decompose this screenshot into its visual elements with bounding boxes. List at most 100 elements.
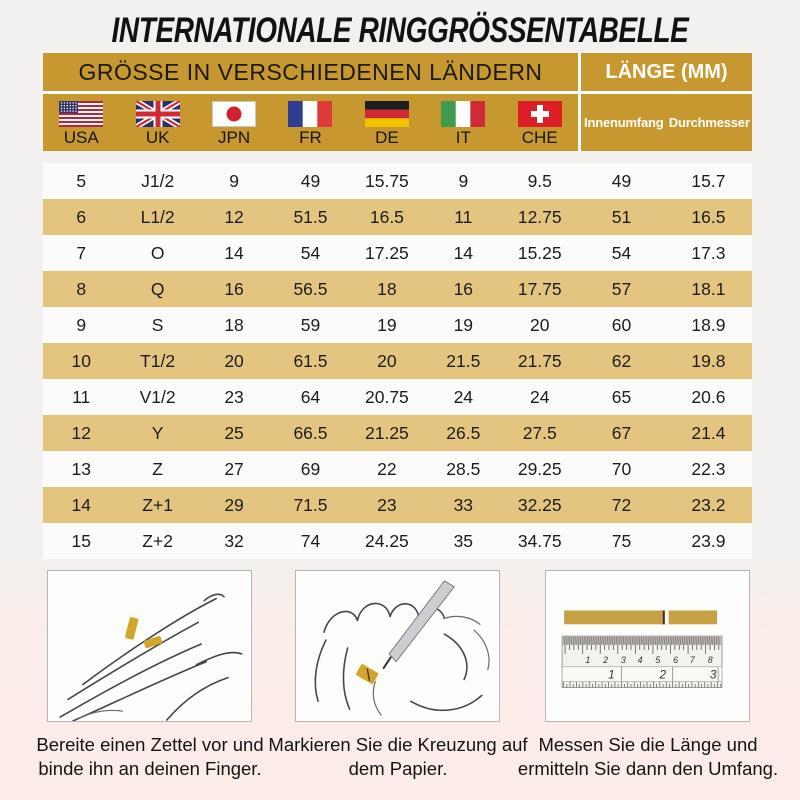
- svg-text:5: 5: [655, 655, 660, 665]
- table-cell: 27: [224, 458, 244, 479]
- table-cell: 24: [530, 386, 550, 407]
- country-column-che: CHE: [502, 94, 578, 151]
- table-header-left: GRÖSSE IN VERSCHIEDENEN LÄNDERN: [43, 53, 578, 91]
- table-cell: 7: [76, 242, 87, 263]
- innenumfang-column-label: Innenumfang: [584, 115, 664, 130]
- table-cell: 62: [611, 350, 632, 371]
- table-cell: 11: [72, 386, 91, 407]
- table-cell: 19: [377, 314, 397, 335]
- table-cell: 57: [611, 278, 632, 299]
- table-cell: 13: [71, 458, 91, 479]
- country-label: JPN: [217, 127, 251, 147]
- table-cell: 72: [611, 494, 632, 515]
- table-cell: 33: [453, 494, 474, 515]
- table-cell: 20: [530, 314, 550, 335]
- usa-flag-icon: [59, 100, 104, 127]
- table-row: 12 Y 25 66.5 21.25 26.5 27.5 67 21.4: [43, 415, 752, 451]
- table-cell: J1/2: [141, 170, 175, 191]
- table-row: 15 Z+2 32 74 24.25 35 34.75 75 23.9: [43, 523, 752, 559]
- table-cell: Z+2: [142, 530, 173, 551]
- table-header-row: GRÖSSE IN VERSCHIEDENEN LÄNDERN LÄNGE (M…: [43, 53, 752, 94]
- table-cell: 75: [611, 530, 632, 551]
- table-cell: 14: [71, 494, 91, 515]
- table-cell: Z: [152, 458, 163, 479]
- ruler-top-scale: 1 2 3 4 5 6 7 8: [585, 655, 712, 665]
- step-2-illustration-box: [295, 570, 500, 722]
- table-cell: 9: [229, 170, 239, 191]
- table-cell: 64: [300, 386, 321, 407]
- table-cell: 66.5: [293, 422, 328, 443]
- table-cell: 35: [453, 530, 474, 551]
- table-cell: 29: [224, 494, 244, 515]
- table-cell: 20.6: [691, 386, 726, 407]
- table-row: 6 L1/2 12 51.5 16.5 11 12.75 51 16.5: [43, 199, 752, 235]
- table-cell: 18: [224, 314, 244, 335]
- table-cell: 67: [611, 422, 632, 443]
- step-2-caption: Markieren Sie die Kreuzung auf dem Papie…: [268, 734, 528, 780]
- table-cell: 69: [300, 458, 321, 479]
- table-cell: Z+1: [142, 494, 173, 515]
- step-3-caption: Messen Sie die Länge und ermitteln Sie d…: [517, 734, 779, 780]
- table-cell: L1/2: [140, 206, 175, 227]
- table-cell: 56.5: [293, 278, 328, 299]
- table-cell: 71.5: [293, 494, 328, 515]
- measure-with-ruler-icon: 1 2 3 4 5 6 7 8 1 2 3: [561, 610, 723, 688]
- table-cell: 21.25: [365, 422, 409, 443]
- france-flag-icon: [288, 100, 333, 127]
- table-row: 11 V1/2 23 64 20.75 24 24 65 20.6: [43, 379, 752, 415]
- table-cell: 20.75: [365, 386, 409, 407]
- table-cell: 15.75: [365, 170, 409, 191]
- table-cell: 17.25: [365, 242, 409, 263]
- table-cell: O: [150, 242, 165, 263]
- table-cell: 17.75: [517, 278, 562, 299]
- table-cell: 32.25: [517, 494, 562, 515]
- table-header-right: LÄNGE (MM): [578, 53, 752, 91]
- table-cell: 14: [453, 242, 474, 263]
- germany-flag-icon: [364, 100, 409, 127]
- table-cell: 6: [76, 206, 87, 227]
- table-cell: V1/2: [139, 386, 176, 407]
- svg-text:6: 6: [673, 655, 678, 665]
- table-cell: 18.1: [691, 278, 726, 299]
- step-1-caption: Bereite einen Zettel vor und binde ihn a…: [36, 734, 264, 780]
- table-cell: Y: [151, 422, 164, 443]
- table-cell: 25: [224, 422, 244, 443]
- svg-text:3: 3: [621, 655, 626, 665]
- country-column-jpn: JPN: [196, 94, 272, 151]
- table-cell: 27.5: [522, 422, 557, 443]
- table-cell: 8: [76, 278, 87, 299]
- country-column-usa: USA: [43, 94, 119, 151]
- svg-text:3: 3: [710, 668, 717, 682]
- table-cell: Q: [150, 278, 165, 299]
- country-header-row: USA UK JPN FR DE IT CHE Innenumfang Durchmesse…: [43, 94, 752, 151]
- table-cell: 51: [611, 206, 632, 227]
- hand-with-paper-strip-icon: [59, 593, 243, 721]
- page-title: INTERNATIONALE RINGGRÖSSENTABELLE: [111, 11, 689, 50]
- country-label: CHE: [521, 127, 558, 147]
- table-cell: 9: [458, 170, 469, 191]
- country-label: DE: [375, 127, 399, 147]
- table-cell: 9.5: [527, 170, 552, 191]
- country-label: IT: [455, 127, 471, 147]
- table-cell: 70: [611, 458, 632, 479]
- table-cell: 18.9: [691, 314, 726, 335]
- durchmesser-column-label: Durchmesser: [668, 115, 750, 130]
- table-cell: 22: [377, 458, 397, 479]
- table-cell: 18: [377, 278, 397, 299]
- table-row: 13 Z 27 69 22 28.5 29.25 70 22.3: [43, 451, 752, 487]
- table-row: 7 O 14 54 17.25 14 15.25 54 17.3: [43, 235, 752, 271]
- italy-flag-icon: [441, 100, 486, 127]
- table-cell: 5: [76, 170, 87, 191]
- table-cell: 23.9: [691, 530, 726, 551]
- table-cell: 54: [611, 242, 632, 263]
- table-cell: 12: [224, 206, 244, 227]
- table-cell: 32: [224, 530, 244, 551]
- table-cell: 17.3: [691, 242, 726, 263]
- table-cell: 21.5: [446, 350, 481, 371]
- table-cell: 15.7: [691, 170, 726, 191]
- svg-text:1: 1: [608, 668, 615, 682]
- table-cell: 49: [300, 170, 321, 191]
- table-cell: 10: [71, 350, 91, 371]
- paper-strip-accent: [355, 664, 379, 685]
